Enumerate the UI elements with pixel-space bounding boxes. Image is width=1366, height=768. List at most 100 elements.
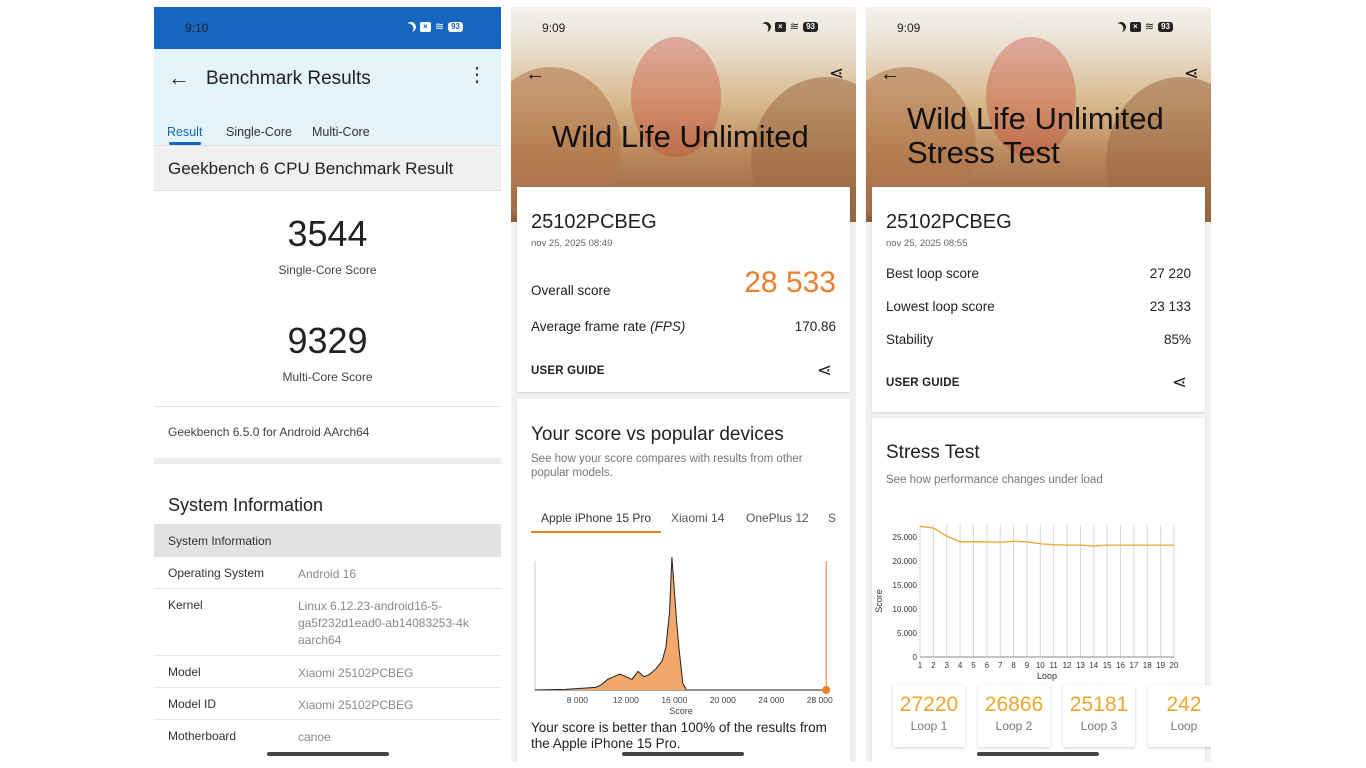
more-options-icon[interactable]: ⋮	[467, 64, 487, 86]
benchmark-result-title: Geekbench 6 CPU Benchmark Result	[154, 145, 501, 191]
wifi-icon: ≋	[1144, 21, 1155, 33]
x-tick-label: 20	[1170, 661, 1179, 670]
y-tick-label: 15.000	[893, 581, 918, 590]
test-date: nov 25, 2025 08:55	[886, 238, 968, 249]
stress-test-screen: 9:09 × ≋ 93 ← ⋖ Wild Life Unlimited Stre…	[866, 7, 1211, 762]
share-icon[interactable]: ⋖	[1183, 63, 1199, 83]
y-tick-label: 5.000	[897, 629, 918, 638]
your-score-marker	[822, 686, 831, 694]
home-indicator[interactable]	[267, 752, 389, 756]
score-card: 25102PCBEG nov 25, 2025 08:55 Best loop …	[872, 187, 1205, 412]
x-axis-label: Score	[669, 706, 693, 716]
status-time: 9:10	[185, 21, 209, 35]
x-tick-label: 3	[945, 661, 950, 670]
info-row-os: Operating System Android 16	[154, 557, 501, 589]
loop-card[interactable]: 26866 Loop 2	[978, 685, 1050, 747]
fps-row: Average frame rate (FPS) 170.86	[531, 319, 836, 334]
x-tick-label: 12	[1063, 661, 1072, 670]
status-bar: 9:10 × ≋ 93	[154, 7, 501, 49]
loop-card[interactable]: 25181 Loop 3	[1063, 685, 1135, 747]
wildlife-screen: 9:09 × ≋ 93 ← ⋖ Wild Life Unlimited 2510…	[511, 7, 856, 762]
x-tick-label: 24 000	[758, 695, 784, 705]
tab-more-device[interactable]: S	[828, 511, 837, 525]
stress-test-title: Stress Test	[886, 442, 980, 463]
x-tick-label: 15	[1103, 661, 1112, 670]
x-tick-label: 16	[1116, 661, 1125, 670]
loop-card[interactable]: 27220 Loop 1	[893, 685, 965, 747]
x-tick-label: 17	[1129, 661, 1138, 670]
x-tick-label: 8	[1011, 661, 1016, 670]
test-date: nov 25, 2025 08:49	[531, 238, 613, 249]
comparison-result: Your score is better than 100% of the re…	[531, 720, 827, 751]
do-not-disturb-icon	[759, 20, 773, 34]
device-name: 25102PCBEG	[531, 211, 657, 233]
best-loop-row: Best loop score 27 220	[886, 266, 1191, 281]
x-tick-label: 6	[985, 661, 990, 670]
x-tick-label: 11	[1050, 661, 1059, 670]
x-tick-label: 19	[1156, 661, 1165, 670]
x-tick-label: 14	[1089, 661, 1098, 670]
share-icon[interactable]: ⋖	[816, 360, 832, 380]
status-time: 9:09	[542, 21, 566, 35]
user-guide-link[interactable]: USER GUIDE	[531, 365, 605, 377]
tab-apple-iphone-15-pro[interactable]: Apple iPhone 15 Pro	[541, 511, 652, 525]
battery-icon: 93	[448, 22, 463, 32]
loop-card[interactable]: 242 Loop	[1148, 685, 1211, 747]
comparison-card: Your score vs popular devices See how yo…	[517, 399, 850, 762]
app-bar: ← Benchmark Results ⋮ Result Single-Core…	[154, 49, 501, 145]
mute-icon: ×	[419, 22, 431, 32]
y-tick-label: 10.000	[893, 605, 918, 614]
y-axis-label: Score	[874, 589, 884, 613]
x-tick-label: 20 000	[710, 695, 736, 705]
x-tick-label: 7	[998, 661, 1003, 670]
wifi-icon: ≋	[434, 21, 445, 33]
tab-oneplus-12[interactable]: OnePlus 12	[746, 511, 809, 525]
x-tick-label: 9	[1025, 661, 1030, 670]
wifi-icon: ≋	[789, 21, 800, 33]
x-tick-label: 2	[931, 661, 936, 670]
tab-result[interactable]: Result	[167, 125, 203, 139]
page-title: Benchmark Results	[206, 68, 371, 89]
stability-value: 85%	[1163, 332, 1191, 347]
x-axis-label: Loop	[1037, 671, 1057, 681]
battery-icon: 93	[803, 22, 818, 32]
status-time: 9:09	[897, 21, 921, 35]
device-name: 25102PCBEG	[886, 211, 1012, 233]
home-indicator[interactable]	[977, 752, 1099, 756]
system-information-subheading: System Information	[154, 524, 501, 557]
x-tick-label: 12 000	[613, 695, 639, 705]
comparison-title: Your score vs popular devices	[531, 424, 784, 445]
tab-single-core[interactable]: Single-Core	[226, 125, 293, 139]
multi-core-score: 9329	[287, 320, 368, 361]
lowest-loop-row: Lowest loop score 23 133	[886, 299, 1191, 314]
x-tick-label: 28 000	[807, 695, 833, 705]
back-arrow-icon[interactable]: ←	[168, 65, 190, 90]
best-loop-value: 27 220	[1149, 266, 1191, 281]
back-arrow-icon[interactable]: ←	[525, 63, 545, 85]
mute-icon: ×	[774, 22, 786, 32]
comparison-subtitle: See how your score compares with results…	[531, 453, 803, 479]
x-tick-label: 4	[958, 661, 963, 670]
back-arrow-icon[interactable]: ←	[880, 63, 900, 85]
home-indicator[interactable]	[622, 752, 744, 756]
stability-row: Stability 85%	[886, 332, 1191, 347]
system-information-heading: System Information	[154, 458, 501, 524]
device-tabs: Apple iPhone 15 Pro Xiaomi 14 OnePlus 12…	[531, 504, 842, 534]
x-tick-label: 8 000	[567, 695, 589, 705]
result-tabs: Result Single-Core Multi-Core	[154, 117, 501, 145]
benchmark-title: Wild Life Unlimited Stress Test	[907, 101, 1164, 170]
tab-xiaomi-14[interactable]: Xiaomi 14	[671, 511, 725, 525]
tab-multi-core[interactable]: Multi-Core	[312, 125, 370, 139]
distribution-line	[534, 556, 827, 691]
status-bar: 9:09 × ≋ 93	[866, 7, 1211, 49]
overall-score-value: 28 533	[744, 266, 836, 299]
stress-test-subtitle: See how performance changes under load	[886, 474, 1103, 486]
fps-label: Average frame rate	[531, 319, 647, 334]
share-icon[interactable]: ⋖	[828, 63, 844, 83]
share-icon[interactable]: ⋖	[1171, 372, 1187, 392]
x-tick-label: 10	[1036, 661, 1045, 670]
y-tick-label: 25.000	[893, 533, 918, 542]
user-guide-link[interactable]: USER GUIDE	[886, 377, 960, 389]
stress-loop-chart: 1 2 3 4 5 6 7 8 9 10 11 12 13 14 15 16 17 18 19 2005.00010.…	[874, 525, 1179, 681]
x-tick-label: 1	[918, 661, 923, 670]
